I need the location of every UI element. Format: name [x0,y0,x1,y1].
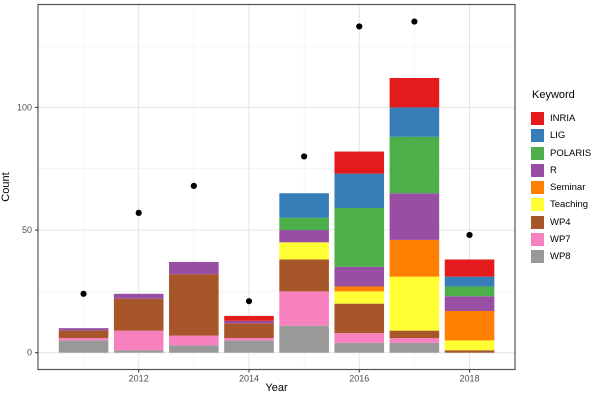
bar-segment-2013-r [169,261,219,275]
bar-segment-2016-polaris [334,207,385,267]
legend-swatch-lig [531,129,544,143]
bar-segment-2017-wp8 [389,342,440,353]
data-point-2017 [411,18,418,25]
bar-segment-2018-polaris [444,286,495,297]
bar-segment-2014-wp7 [224,337,274,341]
x-tick-label: 2014 [239,374,259,384]
legend-item-polaris: POLARIS [531,145,591,162]
bar-segment-2017-wp4 [389,330,440,338]
legend: Keyword INRIA LIG POLARIS R Seminar Teaching W… [531,89,591,266]
x-tick-label: 2016 [349,374,369,384]
legend-swatch-wp7 [531,233,544,247]
bar-segment-2018-lig [444,276,495,287]
bar-segment-2017-teaching [389,276,440,331]
legend-label: WP4 [550,216,571,228]
bar-segment-2017-polaris [389,136,440,194]
legend-label: R [550,164,557,176]
bar-segment-2016-wp7 [334,333,385,343]
legend-label: LIG [550,130,566,142]
legend-swatch-teaching [531,198,544,212]
legend-label: POLARIS [550,147,592,159]
legend-item-wp7: WP7 [531,231,591,248]
legend-label: Teaching [550,199,589,211]
bar-segment-2012-wp7 [113,330,164,351]
bar-segment-2018-teaching [444,340,495,351]
bar-segment-2012-wp4 [113,298,164,331]
legend-item-wp4: WP4 [531,214,591,231]
bar-segment-2018-seminar [444,310,495,341]
bar-segment-2017-inria [389,77,440,108]
bar-segment-2013-wp7 [169,335,219,346]
legend-label: WP7 [550,234,571,246]
legend-title: Keyword [532,89,575,101]
legend-item-seminar: Seminar [531,179,591,196]
legend-label: WP8 [550,251,571,263]
bar-segment-2016-teaching [334,291,385,304]
bar-segment-2015-polaris [279,217,329,231]
legend-swatch-inria [531,112,544,125]
bar-segment-2014-inria [224,315,274,321]
bar-segment-2015-lig [279,193,329,218]
bar-segment-2015-teaching [279,242,329,260]
data-point-2012 [135,209,142,216]
bar-segment-2012-wp8 [113,350,164,353]
bar-segment-2016-wp8 [334,342,385,353]
bar-segment-2016-wp4 [334,303,385,334]
bar-segment-2018-inria [444,259,495,277]
bar-segment-2015-r [279,230,329,243]
legend-swatch-seminar [531,181,544,195]
y-tick-label: 50 [22,225,32,235]
y-tick-label: 100 [17,102,32,112]
bar-segment-2017-seminar [389,239,440,277]
legend-label: Seminar [550,182,586,194]
y-tick-label: 0 [27,348,32,358]
bar-segment-2016-r [334,266,385,287]
bar-segment-2016-inria [334,151,385,174]
bar-segment-2011-r [58,328,109,331]
bar-segment-2015-wp4 [279,259,329,292]
data-point-2013 [190,182,197,189]
bar-segment-2015-wp7 [279,291,329,326]
panel-border [37,3,516,371]
bar-segment-2018-wp4 [444,350,495,353]
x-axis-title: Year [265,382,288,394]
bar-segment-2013-wp4 [169,274,219,336]
legend-item-wp8: WP8 [531,248,591,265]
legend-swatch-wp4 [531,215,544,229]
bar-segment-2018-r [444,296,495,311]
bar-segment-2017-lig [389,107,440,137]
legend-swatch-r [531,163,544,177]
legend-item-teaching: Teaching [531,196,591,213]
legend-swatch-wp8 [531,250,544,264]
bar-segment-2011-wp7 [58,337,109,341]
legend-items: INRIA LIG POLARIS R Seminar Teaching WP4 WP7 WP8 [531,110,591,265]
bar-segment-2014-wp8 [224,340,274,353]
bar-segment-2014-wp4 [224,323,274,338]
legend-item-inria: INRIA [531,110,591,127]
data-point-2016 [356,23,363,30]
legend-item-lig: LIG [531,127,591,144]
bar-segment-2017-r [389,193,440,240]
bar-segment-2015-wp8 [279,325,329,353]
legend-label: INRIA [550,113,576,124]
x-tick-label: 2012 [129,374,149,384]
legend-item-r: R [531,162,591,179]
bar-segment-2016-lig [334,173,385,208]
bar-segment-2013-wp8 [169,345,219,353]
bar-segment-2011-wp4 [58,330,109,338]
data-point-2015 [301,153,308,160]
bar-segment-2011-wp8 [58,340,109,353]
data-point-2014 [245,298,253,305]
legend-swatch-polaris [531,146,544,160]
bar-segment-2012-r [113,293,164,299]
bar-segment-2017-wp7 [389,337,440,343]
x-tick-label: 2018 [460,374,480,384]
data-point-2011 [80,290,87,297]
y-axis-title: Count [0,172,12,202]
data-point-2018 [466,231,473,239]
bar-segment-2014-r [224,320,274,324]
bar-segment-2016-seminar [334,286,385,292]
